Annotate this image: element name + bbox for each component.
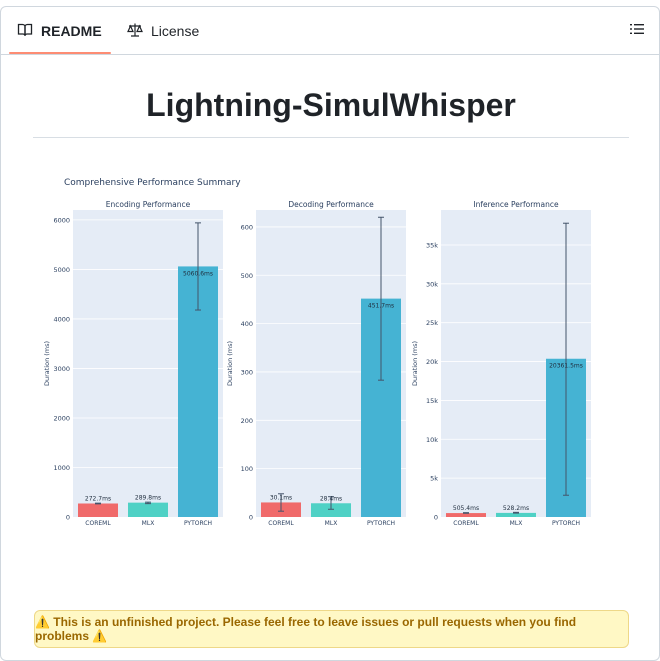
y-tick-label: 4000 (53, 315, 70, 323)
tab-readme[interactable]: README (17, 7, 102, 55)
y-tick-label: 10k (426, 436, 438, 444)
y-axis-label: Duration (ms) (411, 341, 419, 386)
data-label: 451.7ms (368, 303, 394, 310)
y-tick-label: 6000 (53, 216, 70, 224)
bar-coreml (446, 513, 486, 517)
readme-tabbar: README License (1, 7, 659, 55)
title-divider (33, 137, 629, 138)
x-tick-label: MLX (510, 520, 523, 527)
data-label: 289.8ms (135, 495, 161, 502)
data-label: 28.4ms (320, 495, 342, 502)
x-tick-label: COREML (85, 520, 111, 527)
readme-title: Lightning-SimulWhisper (146, 87, 516, 123)
x-tick-label: MLX (142, 520, 155, 527)
y-tick-label: 3000 (53, 365, 70, 373)
warning-notice: ⚠️ This is an unfinished project. Please… (34, 610, 629, 648)
data-label: 505.4ms (453, 505, 479, 512)
x-tick-label: PYTORCH (367, 520, 395, 527)
tab-license[interactable]: License (127, 7, 199, 55)
data-label: 272.7ms (85, 495, 111, 502)
outline-button[interactable] (627, 21, 647, 41)
x-tick-label: PYTORCH (184, 520, 212, 527)
x-tick-label: PYTORCH (552, 520, 580, 527)
data-label: 30.1ms (270, 494, 292, 501)
scale-icon (127, 22, 151, 41)
readme-panel: README License (0, 6, 660, 661)
y-tick-label: 300 (241, 368, 253, 376)
book-icon (17, 22, 41, 41)
y-tick-label: 1000 (53, 464, 70, 472)
bar-coreml (78, 503, 118, 517)
active-tab-indicator (9, 52, 111, 54)
tab-readme-label: README (41, 23, 102, 39)
y-tick-label: 600 (241, 223, 253, 231)
y-axis-label: Duration (ms) (43, 341, 51, 386)
performance-chart-svg: Comprehensive Performance Summary Encodin… (43, 178, 591, 527)
y-tick-label: 0 (434, 514, 438, 522)
y-tick-label: 30k (426, 280, 438, 288)
tab-license-label: License (151, 23, 200, 39)
y-tick-label: 5000 (53, 266, 70, 274)
data-label: 5060.6ms (183, 270, 213, 277)
list-unordered-icon (629, 21, 645, 42)
y-tick-label: 15k (426, 397, 438, 405)
bar-mlx (496, 512, 536, 517)
y-tick-label: 0 (249, 514, 253, 522)
panel-title: Inference Performance (473, 200, 559, 209)
bar-mlx (311, 503, 351, 517)
data-label: 20361.5ms (549, 363, 583, 370)
x-tick-label: COREML (268, 520, 294, 527)
y-tick-label: 25k (426, 319, 438, 327)
y-tick-label: 20k (426, 358, 438, 366)
y-tick-label: 35k (426, 241, 438, 249)
y-tick-label: 5k (430, 475, 438, 483)
y-tick-label: 500 (241, 272, 253, 280)
y-tick-label: 100 (241, 465, 253, 473)
performance-chart: Comprehensive Performance Summary Encodin… (31, 162, 621, 537)
y-tick-label: 2000 (53, 414, 70, 422)
y-tick-label: 200 (241, 417, 253, 425)
y-tick-label: 400 (241, 320, 253, 328)
y-tick-label: 0 (66, 514, 70, 522)
bar-mlx (128, 502, 168, 517)
x-tick-label: MLX (325, 520, 338, 527)
chart-title: Comprehensive Performance Summary (64, 178, 241, 188)
panel-title: Encoding Performance (106, 200, 191, 209)
data-label: 528.2ms (503, 505, 529, 512)
y-axis-label: Duration (ms) (226, 341, 234, 386)
panel-title: Decoding Performance (288, 200, 374, 209)
x-tick-label: COREML (453, 520, 479, 527)
